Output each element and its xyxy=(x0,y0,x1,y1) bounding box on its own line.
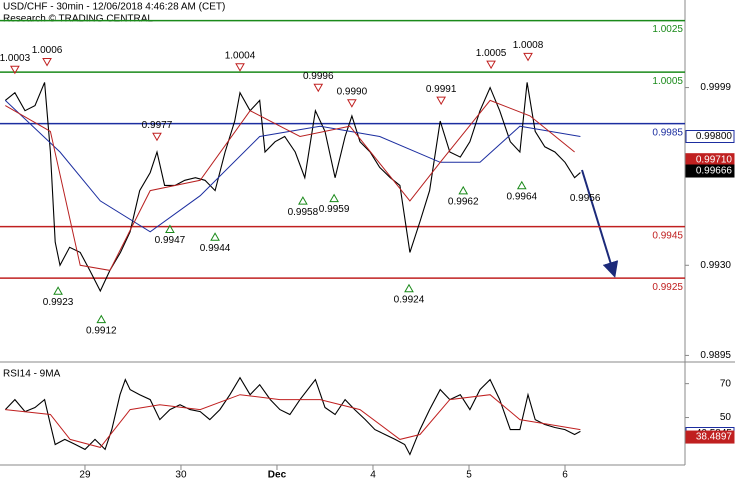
annotation-label: 0.9923 xyxy=(43,297,74,308)
annotation-label: 0.9977 xyxy=(142,120,173,131)
peak-marker xyxy=(436,96,447,106)
x-tick-label: 30 xyxy=(175,470,187,480)
x-tick-label: 4 xyxy=(370,470,376,480)
annotation-label: 0.9958 xyxy=(288,207,319,218)
annotation-label: 0.9990 xyxy=(337,86,368,97)
peak-marker xyxy=(523,52,533,62)
annotation-label: 0.9964 xyxy=(506,191,537,202)
x-tick-label: 6 xyxy=(562,470,568,480)
price-box xyxy=(685,130,735,144)
series-line xyxy=(4,376,581,456)
trough-marker xyxy=(329,193,339,203)
annotation-label: 1.0006 xyxy=(32,45,63,56)
y-tick-label: 50 xyxy=(720,412,732,423)
peak-marker xyxy=(346,99,357,108)
panel-title: RSI14 - 9MA xyxy=(3,369,61,380)
annotation-label: 1.0008 xyxy=(513,40,544,51)
level-label: 0.9985 xyxy=(652,127,683,138)
trough-marker xyxy=(516,180,527,190)
annotation-label: 1.0004 xyxy=(225,50,256,61)
peak-marker xyxy=(10,65,20,75)
level-label: 1.0005 xyxy=(652,76,683,87)
forecast-arrow xyxy=(581,169,619,278)
annotation-label: 1.0003 xyxy=(0,53,31,64)
chart-subtitle: Research © TRADING CENTRAL xyxy=(3,14,153,25)
y-tick-label: 70 xyxy=(720,378,732,389)
price-box-label: 0.99666 xyxy=(696,166,733,177)
price-box xyxy=(685,430,735,444)
level-label: 1.0025 xyxy=(652,24,683,35)
x-tick-label: Dec xyxy=(268,470,287,480)
annotation-label: 0.9962 xyxy=(448,197,479,208)
trough-marker xyxy=(404,283,414,293)
annotation-label: 0.9991 xyxy=(426,84,457,95)
peak-marker xyxy=(313,83,324,93)
price-box-label: 38.4897 xyxy=(696,432,733,443)
price-box xyxy=(685,164,735,178)
annotation-label: 0.9947 xyxy=(155,235,186,246)
peak-marker xyxy=(486,60,496,70)
annotation-label: 0.9959 xyxy=(319,204,350,215)
annotation-label: 0.9924 xyxy=(394,294,425,305)
series-line xyxy=(5,99,575,271)
annotation-label: 0.9996 xyxy=(303,71,334,82)
trough-marker xyxy=(210,232,220,241)
series-line xyxy=(4,82,581,293)
trough-marker xyxy=(298,196,308,205)
price-box-label: 0.99800 xyxy=(696,131,733,142)
x-tick-label: 29 xyxy=(79,470,91,480)
series-line xyxy=(5,394,581,448)
annotation-label: 0.9912 xyxy=(86,325,117,336)
y-tick-label: 0.9895 xyxy=(700,350,731,361)
y-tick-label: 0.9999 xyxy=(700,82,731,93)
price-box-label: 0.99710 xyxy=(696,154,733,165)
trough-marker xyxy=(53,286,63,295)
trough-marker xyxy=(96,314,107,324)
trough-marker xyxy=(458,185,469,195)
annotation-label: 1.0005 xyxy=(476,48,507,59)
annotation-label: 0.9956 xyxy=(570,193,601,204)
level-label: 0.9925 xyxy=(652,282,683,293)
y-tick-label: 0.9930 xyxy=(700,260,731,271)
level-label: 0.9945 xyxy=(652,230,683,241)
peak-marker xyxy=(42,58,52,67)
trough-marker xyxy=(165,224,175,233)
peak-marker xyxy=(235,63,245,72)
peak-marker xyxy=(152,132,162,142)
chart-title: USD/CHF - 30min - 12/06/2018 4:46:28 AM … xyxy=(3,2,225,13)
annotation-label: 0.9944 xyxy=(200,243,231,254)
x-tick-label: 5 xyxy=(466,470,472,480)
